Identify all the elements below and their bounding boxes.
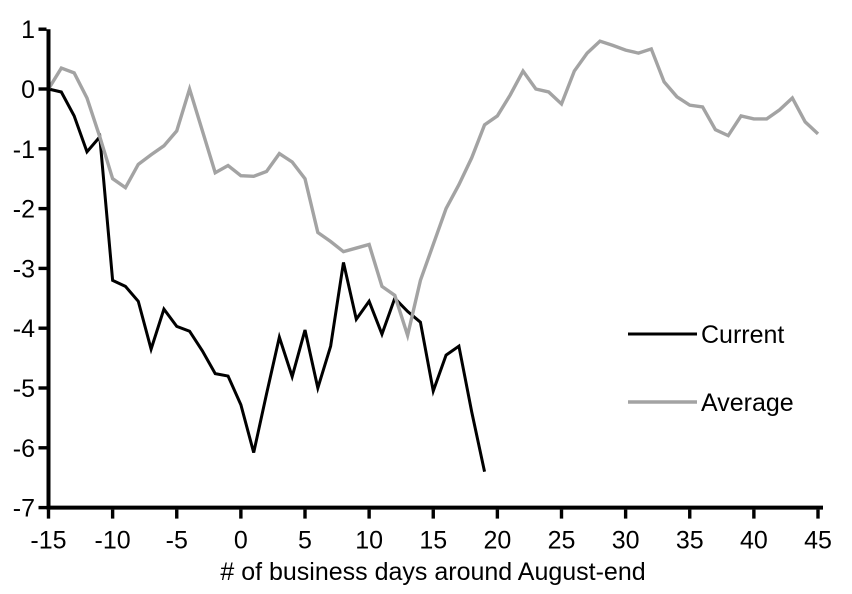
y-tick-label: -1 [13, 136, 35, 164]
x-tick-label: 20 [483, 527, 511, 555]
y-axis-ticks [38, 27, 47, 510]
x-tick-label: 30 [612, 527, 640, 555]
x-tick-label: 15 [419, 527, 447, 555]
average-line [47, 39, 820, 342]
axes [46, 29, 823, 510]
x-axis-label: # of business days around August-end [220, 558, 645, 586]
x-tick-label: 35 [676, 527, 704, 555]
legend-label-current: Current [701, 321, 784, 349]
x-tick-label: 0 [234, 527, 248, 555]
y-tick-label: -5 [13, 375, 35, 403]
x-tick-label: -10 [95, 527, 131, 555]
x-tick-label: 45 [804, 527, 832, 555]
x-tick-label: -15 [30, 527, 66, 555]
x-tick-label: 25 [548, 527, 576, 555]
legend-label-average: Average [701, 389, 794, 417]
x-axis-tick-labels: -15 -10 -5 0 5 10 15 20 25 30 35 40 45 [30, 527, 831, 555]
y-axis-tick-labels: 1 0 -1 -2 -3 -4 -5 -6 -7 [13, 16, 35, 522]
y-tick-label: 1 [21, 16, 35, 44]
x-tick-label: 10 [355, 527, 383, 555]
y-tick-label: -4 [13, 315, 35, 343]
y-tick-label: -7 [13, 495, 35, 523]
series-lines [47, 39, 820, 473]
y-tick-label: -3 [13, 255, 35, 283]
y-tick-label: -6 [13, 435, 35, 463]
y-tick-label: -2 [13, 196, 35, 224]
x-tick-label: 5 [298, 527, 312, 555]
x-tick-label: -5 [166, 527, 188, 555]
x-tick-label: 40 [740, 527, 768, 555]
y-tick-label: 0 [21, 76, 35, 104]
x-axis-ticks [46, 509, 820, 519]
legend: Current Average [628, 321, 794, 417]
